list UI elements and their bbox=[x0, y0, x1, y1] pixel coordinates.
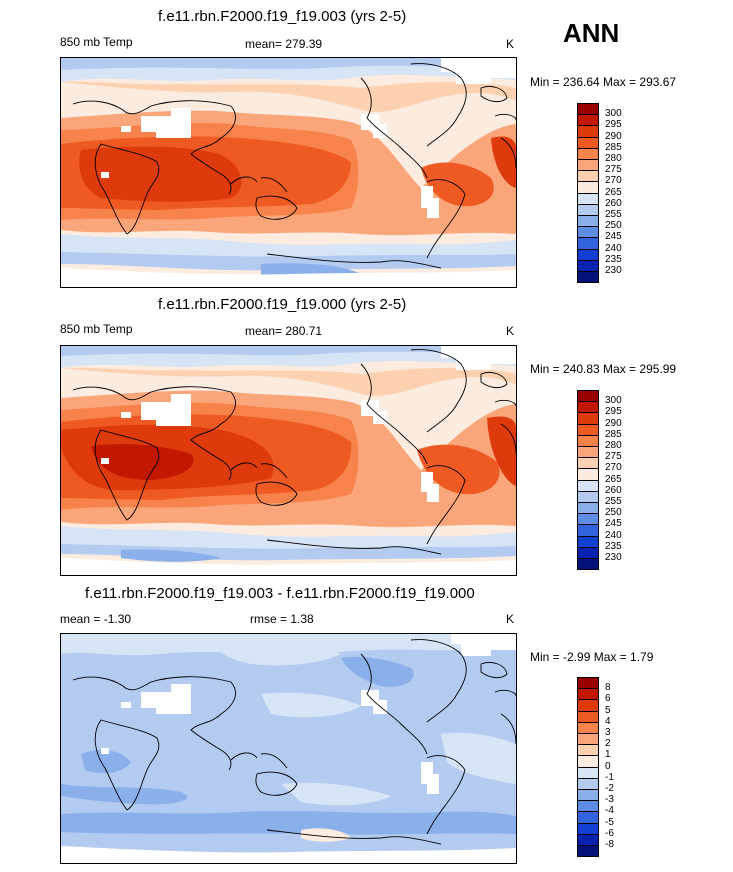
colorbar-tick-label: 250 bbox=[605, 507, 622, 519]
colorbar-tick-label: 295 bbox=[605, 406, 622, 418]
colorbar-tick-label: 270 bbox=[605, 462, 622, 474]
panel-3-units: K bbox=[506, 612, 515, 626]
colorbar-tick-label: 240 bbox=[605, 242, 622, 254]
colorbar-tick-label: -8 bbox=[605, 839, 614, 850]
colorbar-tick-label: 8 bbox=[605, 682, 611, 694]
panel-1-left-label: 850 mb Temp bbox=[60, 35, 133, 49]
panel-1-map bbox=[60, 57, 517, 288]
colorbar-tick-label: 265 bbox=[605, 186, 622, 198]
colorbar-tick-label: 285 bbox=[605, 428, 622, 440]
colorbar-tick-label: 3 bbox=[605, 727, 611, 738]
colorbar-swatch bbox=[577, 271, 599, 284]
panel-3-minmax: Min = -2.99 Max = 1.79 bbox=[530, 650, 654, 664]
panel-2-title: f.e11.rbn.F2000.f19_f19.000 (yrs 2-5) bbox=[158, 296, 407, 313]
panel-2-map bbox=[60, 345, 517, 576]
colorbar-tick-label: 275 bbox=[605, 451, 622, 463]
colorbar-tick-label: 245 bbox=[605, 518, 622, 530]
colorbar-tick-label: 2 bbox=[605, 738, 611, 750]
colorbar-tick-label: 280 bbox=[605, 440, 622, 451]
colorbar-tick-label: 260 bbox=[605, 484, 622, 496]
colorbar-tick-label: 300 bbox=[605, 108, 622, 120]
panel-1-center-label: mean= 279.39 bbox=[245, 37, 323, 51]
colorbar-tick-label: 270 bbox=[605, 175, 622, 187]
colorbar-tick-label: -4 bbox=[605, 805, 614, 817]
panel-3-center-label: rmse = 1.38 bbox=[250, 612, 314, 626]
colorbar-swatch bbox=[577, 558, 599, 571]
colorbar-tick-label: 5 bbox=[605, 704, 611, 716]
colorbar-tick-label: 295 bbox=[605, 119, 622, 131]
panel-3-map-svg bbox=[61, 634, 516, 863]
panel-1-title: f.e11.rbn.F2000.f19_f19.003 (yrs 2-5) bbox=[158, 8, 407, 25]
colorbar-tick-label: 1 bbox=[605, 749, 611, 761]
colorbar-tick-label: 290 bbox=[605, 130, 622, 142]
colorbar-tick-label: 4 bbox=[605, 715, 611, 727]
season-label: ANN bbox=[563, 18, 620, 48]
colorbar-tick-label: 265 bbox=[605, 473, 622, 485]
colorbar-tick-label: 280 bbox=[605, 153, 622, 164]
colorbar-tick-label: 240 bbox=[605, 529, 622, 541]
colorbar-swatch bbox=[577, 845, 599, 858]
colorbar-tick-label: 6 bbox=[605, 693, 611, 705]
colorbar-tick-label: 230 bbox=[605, 552, 622, 563]
colorbar-tick-label: -1 bbox=[605, 771, 614, 783]
panel-1-minmax: Min = 236.64 Max = 293.67 bbox=[530, 75, 677, 89]
colorbar-tick-label: -5 bbox=[605, 816, 614, 828]
panel-2-map-svg bbox=[61, 346, 516, 575]
colorbar-tick-label: 250 bbox=[605, 220, 622, 232]
colorbar-tick-label: -6 bbox=[605, 827, 614, 839]
colorbar-tick-label: 285 bbox=[605, 141, 622, 153]
panel-2-minmax: Min = 240.83 Max = 295.99 bbox=[530, 362, 677, 376]
colorbar-tick-label: 235 bbox=[605, 253, 622, 265]
colorbar-tick-label: 275 bbox=[605, 164, 622, 176]
colorbar-tick-label: 230 bbox=[605, 265, 622, 276]
colorbar-tick-label: 260 bbox=[605, 197, 622, 209]
panel-2-left-label: 850 mb Temp bbox=[60, 322, 133, 336]
panel-1-map-svg bbox=[61, 58, 516, 287]
colorbar-tick-label: -2 bbox=[605, 783, 614, 794]
colorbar-tick-label: 235 bbox=[605, 540, 622, 552]
panel-3-left-label: mean = -1.30 bbox=[60, 612, 132, 626]
colorbar-tick-label: 290 bbox=[605, 417, 622, 429]
panel-3-map bbox=[60, 633, 517, 864]
panel-2-units: K bbox=[506, 324, 515, 338]
colorbar-tick-label: 255 bbox=[605, 496, 622, 507]
colorbar-tick-label: 255 bbox=[605, 209, 622, 220]
colorbar-tick-label: 300 bbox=[605, 395, 622, 407]
colorbar-tick-label: 245 bbox=[605, 231, 622, 243]
panel-2-center-label: mean= 280.71 bbox=[245, 324, 323, 338]
colorbar-tick-label: -3 bbox=[605, 794, 614, 806]
panel-1-units: K bbox=[506, 37, 515, 51]
panel-3-title: f.e11.rbn.F2000.f19_f19.003 - f.e11.rbn.… bbox=[85, 585, 475, 602]
colorbar-tick-label: 0 bbox=[605, 760, 611, 772]
